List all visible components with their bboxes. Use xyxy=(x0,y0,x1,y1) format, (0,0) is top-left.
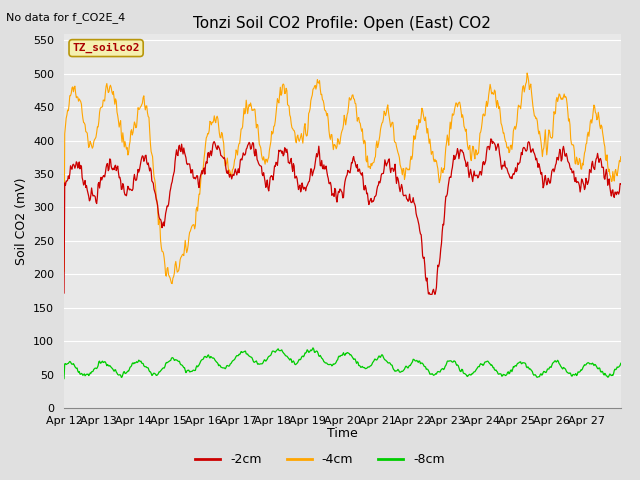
-4cm xyxy=(256,143,264,149)
-8cm xyxy=(255,361,263,367)
-2cm xyxy=(255,162,263,168)
-8cm xyxy=(432,371,440,376)
Text: TZ_soilco2: TZ_soilco2 xyxy=(72,43,140,53)
-4cm xyxy=(125,143,133,148)
-2cm xyxy=(617,181,625,187)
Line: -4cm: -4cm xyxy=(64,73,621,284)
-8cm xyxy=(309,345,317,351)
-8cm xyxy=(125,366,133,372)
-8cm xyxy=(276,348,284,354)
-2cm xyxy=(228,176,236,182)
-4cm xyxy=(60,268,68,274)
-8cm xyxy=(228,360,236,365)
-2cm xyxy=(125,187,133,193)
-2cm xyxy=(60,290,68,296)
Y-axis label: Soil CO2 (mV): Soil CO2 (mV) xyxy=(15,177,28,264)
-4cm xyxy=(168,281,176,287)
-4cm xyxy=(432,158,440,164)
X-axis label: Time: Time xyxy=(327,427,358,440)
-2cm xyxy=(432,289,440,295)
Line: -8cm: -8cm xyxy=(64,348,621,379)
Title: Tonzi Soil CO2 Profile: Open (East) CO2: Tonzi Soil CO2 Profile: Open (East) CO2 xyxy=(193,16,492,31)
Legend: -2cm, -4cm, -8cm: -2cm, -4cm, -8cm xyxy=(190,448,450,471)
-4cm xyxy=(228,167,236,172)
-2cm xyxy=(487,136,495,142)
-2cm xyxy=(426,291,434,297)
-2cm xyxy=(276,147,284,153)
Line: -2cm: -2cm xyxy=(64,139,621,294)
Text: No data for f_CO2E_4: No data for f_CO2E_4 xyxy=(6,12,125,23)
-8cm xyxy=(617,360,625,366)
-4cm xyxy=(524,70,531,76)
-4cm xyxy=(617,154,625,159)
-4cm xyxy=(277,92,285,98)
-2cm xyxy=(400,193,408,199)
-8cm xyxy=(60,376,68,382)
-8cm xyxy=(401,366,408,372)
-4cm xyxy=(401,177,408,182)
